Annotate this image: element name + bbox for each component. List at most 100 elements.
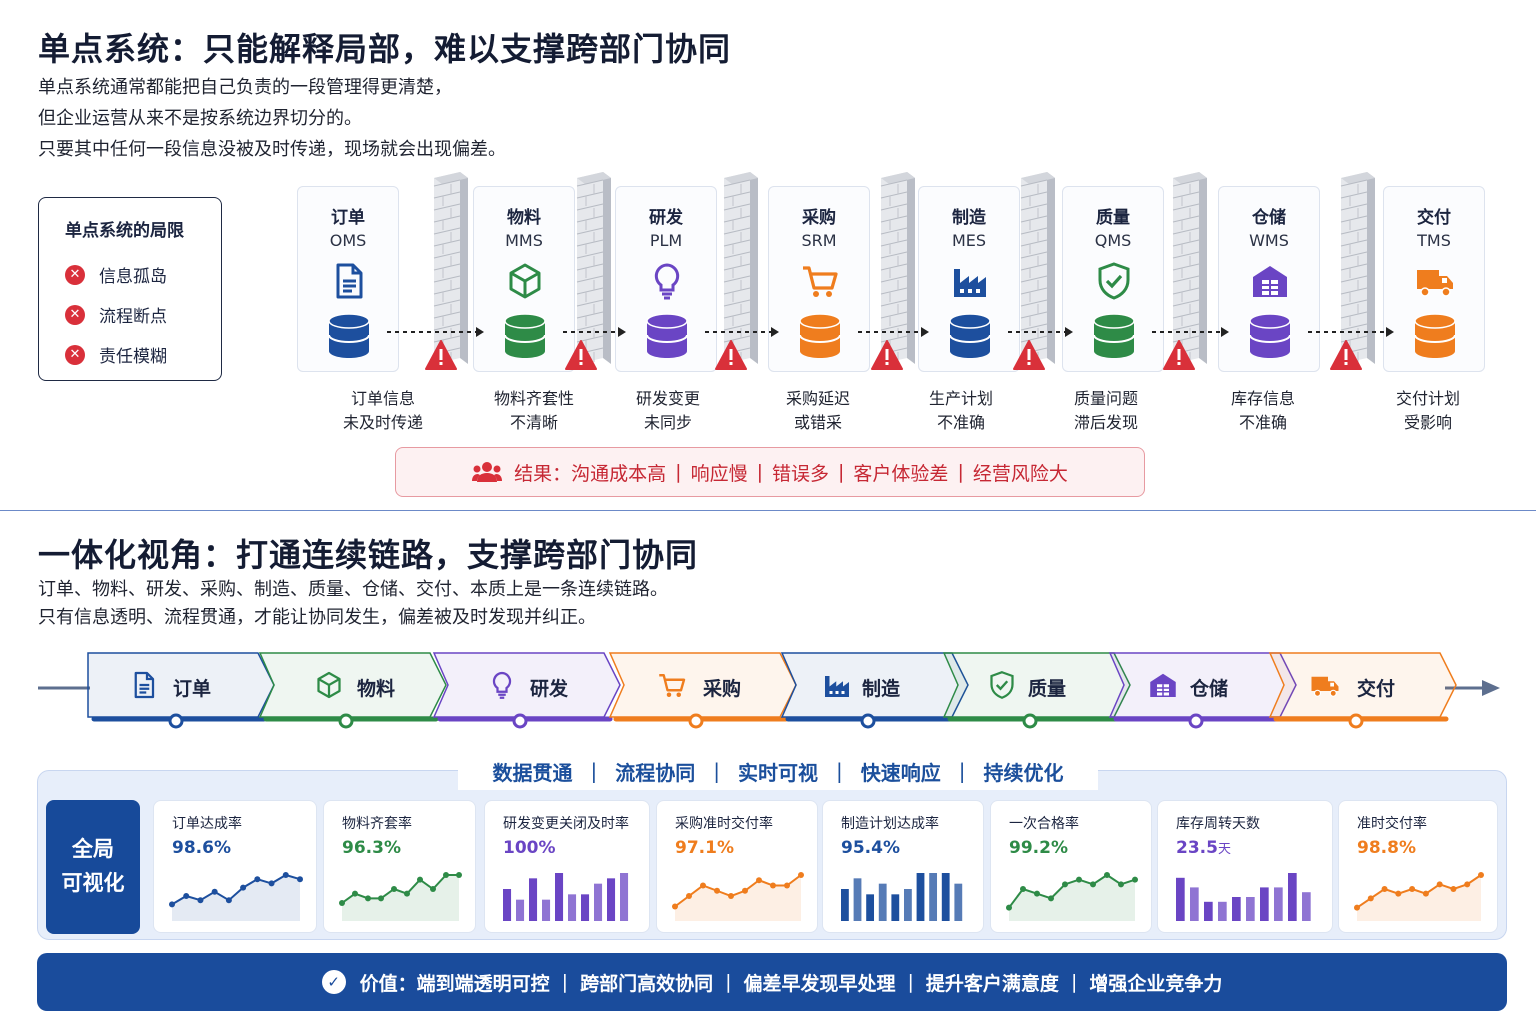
kpi-value: 95.4% <box>841 838 900 858</box>
process-chain <box>38 652 1500 729</box>
kpi-card: 物料齐套率 96.3% <box>323 800 476 933</box>
chart-bar <box>1176 877 1185 921</box>
kpi-value: 100% <box>503 838 556 858</box>
kpi-mini-chart <box>1176 873 1311 921</box>
chart-point <box>268 880 275 887</box>
kpi-mini-chart <box>841 873 963 921</box>
chart-point <box>1006 904 1012 911</box>
chart-bar <box>1260 887 1269 921</box>
chart-point <box>1104 872 1110 878</box>
chart-point <box>1395 890 1402 897</box>
warehouse-icon <box>1148 670 1178 700</box>
chart-point <box>197 897 204 904</box>
database-icon <box>1414 313 1456 359</box>
chart-point <box>417 876 423 883</box>
chart-bar <box>941 873 950 921</box>
warning-icon <box>1163 340 1195 370</box>
issue-text: 物料齐套性 不清晰 <box>493 389 574 432</box>
kpi-mini-chart <box>1354 872 1484 921</box>
kpi-card: 库存周转天数 23.5天 <box>1157 800 1333 933</box>
limit-item: ✕ 流程断点 <box>65 302 167 327</box>
kpi-mini-chart <box>672 872 804 921</box>
chart-point <box>700 882 706 889</box>
document-icon <box>329 261 369 301</box>
chart-point <box>1464 881 1471 888</box>
chart-bar <box>1190 887 1199 921</box>
chart-point <box>254 876 261 883</box>
chart-bar <box>853 878 862 921</box>
system-abbr: WMS <box>1249 231 1289 250</box>
warning-icon <box>565 340 597 370</box>
chart-point <box>1478 872 1484 878</box>
chart-bar <box>516 899 525 921</box>
chart-bar <box>929 873 938 921</box>
chart-point <box>183 893 190 899</box>
kpi-mini-chart <box>169 872 303 921</box>
system-abbr: OMS <box>329 231 367 250</box>
chain-node <box>512 713 528 729</box>
system-card-srm: 采购 SRM <box>768 186 870 372</box>
cube-icon <box>314 670 344 700</box>
chart-point <box>1354 904 1360 911</box>
chart-point <box>1034 890 1040 897</box>
brick-wall-icon <box>1013 172 1055 374</box>
x-circle-icon: ✕ <box>65 304 85 325</box>
kpi-value: 98.8% <box>1357 838 1416 858</box>
section-divider <box>0 510 1536 511</box>
chart-point <box>365 895 371 902</box>
chart-bar <box>503 889 512 921</box>
chart-bar <box>1232 897 1241 921</box>
chart-point <box>240 884 247 891</box>
section2-description: 订单、物料、研发、采购、制造、质量、仓储、交付、本质上是一条连续链路。 只有信息… <box>38 579 668 628</box>
chart-point <box>1367 895 1374 902</box>
chart-point <box>714 887 720 894</box>
chart-point <box>297 876 303 883</box>
chain-node <box>338 713 354 729</box>
chain-node <box>860 713 876 729</box>
database-icon <box>949 313 991 359</box>
chart-point <box>404 890 410 897</box>
result-banner: 结果： 沟通成本高 | 响应慢 | 错误多 | 客户体验差 | 经营风险大 <box>395 447 1145 497</box>
database-icon <box>646 313 688 359</box>
system-abbr: QMS <box>1094 231 1132 250</box>
check-circle-icon: ✓ <box>321 970 346 994</box>
section1-description: 单点系统通常都能把自己负责的一段管理得更清楚， 但企业运营从来不是按系统边界切分… <box>38 77 506 160</box>
chart-bar <box>1218 901 1227 921</box>
limits-box: 单点系统的局限 ✕ 信息孤岛 ✕ 流程断点 ✕ 责任模糊 <box>38 197 222 381</box>
kpi-name: 物料齐套率 <box>342 816 412 832</box>
system-abbr: SRM <box>801 231 837 250</box>
chain-label: 质量 <box>1028 678 1067 700</box>
dashed-arrow <box>705 327 779 337</box>
issue-text: 交付计划 受影响 <box>1395 389 1460 432</box>
chart-point <box>742 887 748 894</box>
system-card-plm: 研发 PLM <box>615 186 717 372</box>
chart-bar <box>1302 892 1311 921</box>
chart-point <box>1436 881 1443 888</box>
kpi-name: 制造计划达成率 <box>841 816 939 832</box>
system-name: 采购 <box>802 208 836 228</box>
system-name: 订单 <box>331 208 365 228</box>
chart-point <box>1076 876 1082 883</box>
brick-wall-icon <box>569 172 611 374</box>
section2-title: 一体化视角：打通连续链路，支撑跨部门协同 <box>38 536 699 574</box>
kpi-card: 研发变更关闭及时率 100% <box>484 800 650 933</box>
lightbulb-icon <box>647 261 687 301</box>
kpi-name: 准时交付率 <box>1357 816 1427 832</box>
chain-label: 交付 <box>1357 678 1396 700</box>
chart-point <box>798 872 804 878</box>
chart-bar <box>866 894 875 921</box>
issue-text: 研发变更 未同步 <box>635 389 700 432</box>
chart-bar <box>1288 873 1297 921</box>
system-abbr: MMS <box>505 231 543 250</box>
chart-point <box>339 900 345 906</box>
brick-wall-icon <box>1333 172 1375 374</box>
chart-point <box>378 895 384 902</box>
chart-bar <box>1246 897 1255 921</box>
cube-icon <box>505 261 545 301</box>
kpi-card: 订单达成率 98.6% <box>153 800 317 933</box>
chart-point <box>1020 886 1026 892</box>
kpi-mini-chart <box>339 872 462 921</box>
database-icon <box>328 313 370 359</box>
chart-bar <box>1204 901 1213 921</box>
chart-point <box>1132 876 1138 883</box>
